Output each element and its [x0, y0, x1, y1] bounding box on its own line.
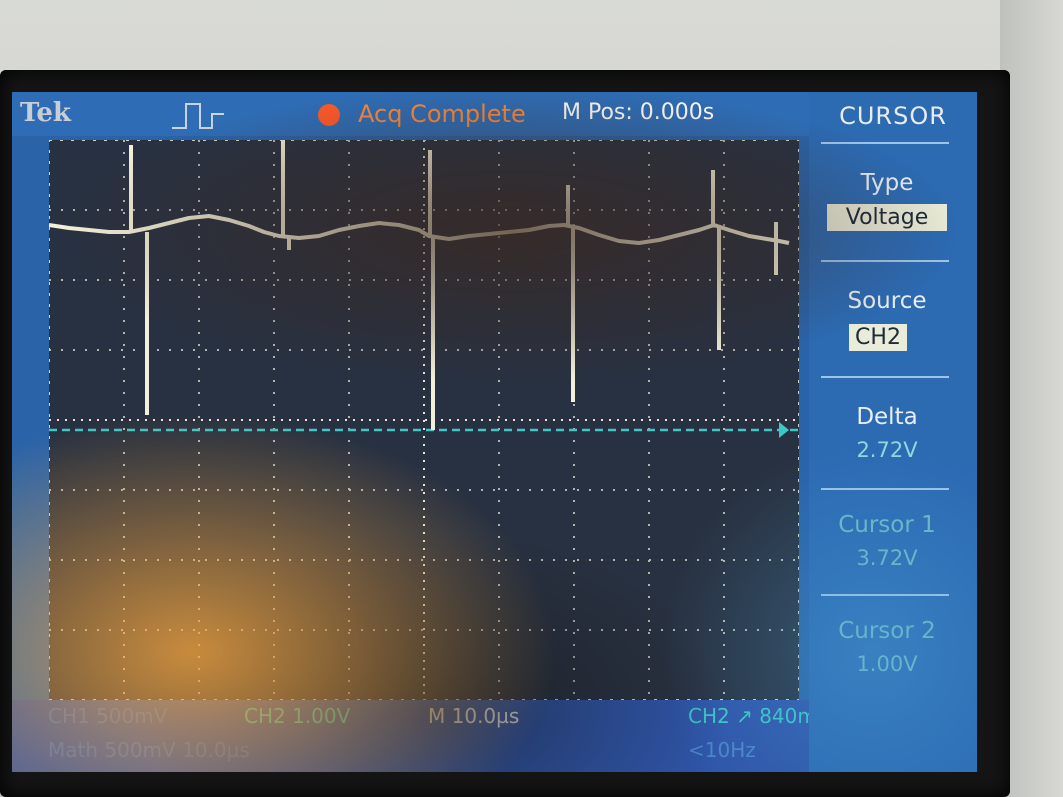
- ch2-scale: CH2 1.00V: [244, 704, 351, 728]
- freq-readout: <10Hz: [688, 738, 756, 762]
- pulse-icon: [172, 103, 224, 129]
- scope-case: [1000, 0, 1063, 797]
- acq-indicator-icon: [318, 104, 340, 126]
- m-pos-readout: M Pos: 0.000s: [562, 100, 715, 125]
- menu-title: CURSOR: [839, 102, 947, 130]
- ch2-spikes: [129, 140, 778, 430]
- cursor-2-marker-icon[interactable]: [779, 422, 789, 438]
- scope-screen: Tek Acq Complete M Pos: 0.000s: [12, 92, 977, 772]
- type-button[interactable]: Voltage: [827, 204, 947, 231]
- math-readout: Math 500mV 10.0µs: [48, 738, 250, 762]
- delta-value: 2.72V: [856, 438, 918, 462]
- menu-divider: [821, 376, 949, 378]
- source-label: Source: [847, 288, 927, 314]
- cursor-1-value: 3.72V: [856, 546, 918, 570]
- delta-label: Delta: [856, 404, 918, 430]
- menu-divider: [821, 142, 949, 144]
- cursor-2-label[interactable]: Cursor 2: [838, 618, 936, 644]
- waveform-svg: [49, 140, 799, 700]
- menu-divider: [821, 260, 949, 262]
- type-label: Type: [860, 170, 914, 196]
- menu-divider: [821, 488, 949, 490]
- timebase: M 10.0µs: [428, 704, 520, 728]
- cursor-1-label[interactable]: Cursor 1: [838, 512, 936, 538]
- source-button[interactable]: CH2: [849, 324, 907, 351]
- cursor-2-value: 1.00V: [856, 652, 918, 676]
- acq-status: Acq Complete: [358, 100, 526, 128]
- tek-logo: Tek: [20, 98, 71, 128]
- waveform-graticule: [49, 140, 799, 700]
- menu-divider: [821, 594, 949, 596]
- ch2-waveform: [49, 214, 790, 245]
- cursor-menu: CURSOR Type Voltage Source CH2 Delta 2.7…: [809, 92, 977, 772]
- ch1-scale: CH1 500mV: [48, 704, 168, 728]
